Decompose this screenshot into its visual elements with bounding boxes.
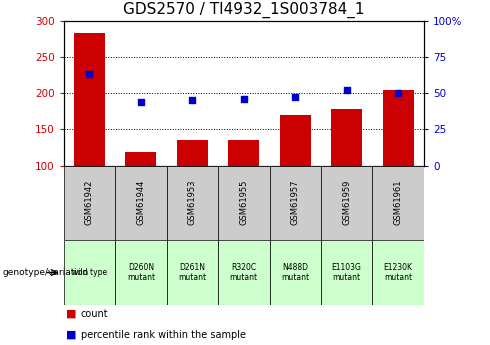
Point bbox=[240, 96, 247, 102]
Point bbox=[85, 71, 93, 77]
Bar bbox=[372, 240, 424, 305]
Bar bbox=[115, 240, 167, 305]
Bar bbox=[372, 166, 424, 240]
Bar bbox=[280, 115, 311, 166]
Text: wild type: wild type bbox=[72, 268, 107, 277]
Text: E1103G
mutant: E1103G mutant bbox=[332, 263, 362, 282]
Bar bbox=[383, 90, 414, 166]
Title: GDS2570 / TI4932_1S003784_1: GDS2570 / TI4932_1S003784_1 bbox=[123, 2, 365, 18]
Bar bbox=[321, 240, 372, 305]
Bar bbox=[270, 166, 321, 240]
Text: ■: ■ bbox=[66, 309, 76, 319]
Bar bbox=[218, 240, 270, 305]
Text: R320C
mutant: R320C mutant bbox=[230, 263, 258, 282]
Bar bbox=[321, 166, 372, 240]
Text: percentile rank within the sample: percentile rank within the sample bbox=[81, 330, 246, 339]
Text: GSM61942: GSM61942 bbox=[85, 180, 94, 225]
Text: GSM61944: GSM61944 bbox=[136, 180, 146, 225]
Point bbox=[137, 99, 145, 105]
Point bbox=[343, 88, 350, 93]
Text: GSM61953: GSM61953 bbox=[188, 180, 197, 225]
Bar bbox=[218, 166, 270, 240]
Text: GSM61959: GSM61959 bbox=[342, 180, 351, 225]
Bar bbox=[115, 166, 167, 240]
Bar bbox=[64, 166, 115, 240]
Text: ■: ■ bbox=[66, 330, 76, 339]
Text: GSM61955: GSM61955 bbox=[239, 180, 248, 225]
Bar bbox=[167, 240, 218, 305]
Text: D260N
mutant: D260N mutant bbox=[127, 263, 155, 282]
Text: count: count bbox=[81, 309, 108, 319]
Bar bbox=[228, 140, 259, 166]
Text: GSM61961: GSM61961 bbox=[393, 180, 403, 225]
Bar bbox=[64, 240, 115, 305]
Text: E1230K
mutant: E1230K mutant bbox=[384, 263, 413, 282]
Bar bbox=[177, 140, 208, 166]
Text: D261N
mutant: D261N mutant bbox=[178, 263, 206, 282]
Point bbox=[394, 90, 402, 96]
Point bbox=[188, 98, 196, 103]
Bar bbox=[125, 152, 156, 166]
Text: genotype/variation: genotype/variation bbox=[2, 268, 89, 277]
Point bbox=[291, 95, 299, 100]
Text: N488D
mutant: N488D mutant bbox=[281, 263, 309, 282]
Bar bbox=[270, 240, 321, 305]
Text: GSM61957: GSM61957 bbox=[291, 180, 300, 225]
Bar bbox=[74, 33, 105, 166]
Bar bbox=[331, 109, 362, 166]
Bar bbox=[167, 166, 218, 240]
